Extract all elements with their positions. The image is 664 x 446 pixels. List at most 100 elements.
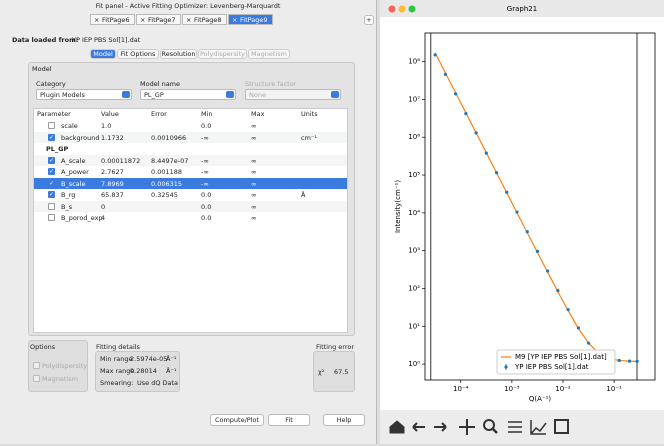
data-point [474,131,478,135]
cell-value: 2.7627 [101,168,124,176]
model-combo[interactable]: PL_GP [140,89,236,100]
subtab[interactable]: Model [90,49,116,59]
cell-error: 8.4497e-07 [151,156,189,165]
pan-icon[interactable] [459,419,475,435]
checkbox[interactable] [48,122,55,129]
cell-name: B_s [61,202,73,211]
checkbox[interactable]: ✓ [48,133,55,141]
cell-min: 0.0 [201,122,212,130]
y-tick-label: 10⁵ [408,171,420,179]
data-point [546,269,550,273]
tab-close: × [94,16,100,24]
column-header: Parameter [37,110,71,118]
add-tab[interactable]: + [364,15,374,25]
tab[interactable]: × FitPage8 [182,14,227,25]
data-point [566,308,570,312]
checkbox[interactable] [48,214,55,221]
cell-max: ∞ [251,122,257,130]
close[interactable] [388,5,396,13]
cell-value: 1.0 [101,122,112,130]
legend-swatch [504,365,508,369]
param-table: Parameter Value Error Min Max Units scale 1.0 0.… [33,108,348,333]
y-tick-label: 10³ [408,247,420,255]
home-icon[interactable] [389,420,405,434]
cell-min: -∞ [201,168,209,176]
subtab[interactable]: Fit Options [117,49,159,59]
cell-error: 0.001188 [151,168,183,176]
data-point [535,249,540,254]
cell-name: B_porod_exp [61,214,103,222]
options-title: Options [30,343,56,351]
help-button[interactable]: Help [323,414,365,426]
x-tick-label: 10⁻¹ [606,385,622,393]
fit-panel: Fit panel - Active Fitting Optimizer: Le… [0,0,377,444]
y-tick-label: 10¹ [408,322,420,330]
tab-label: FitPage9 [240,16,268,24]
legend-label: YP IEP PBS Sol[1].dat [514,363,589,371]
forward-icon[interactable] [434,422,447,432]
column-header: Max [251,110,265,118]
cell-min: -∞ [201,156,209,165]
group-title: Model [32,65,52,73]
zoom[interactable] [408,5,416,13]
checkbox[interactable]: ✓ [48,156,55,164]
unit: Å⁻¹ [166,355,177,363]
toolbar-icons[interactable] [389,419,569,435]
cell-min: 0.0 [201,202,212,211]
checkbox[interactable]: ✓ [48,179,55,187]
data-point [443,72,447,76]
checkbox[interactable]: ✓ [48,168,55,175]
graph-title: Graph21 [507,5,537,13]
table-row: ✓ background 1.1732 0.0010966 -∞ ∞ cm⁻¹ [34,131,347,143]
tab[interactable]: × FitPage7 [136,14,181,25]
cell-max: ∞ [251,214,257,222]
table-row: B_porod_exp 4 0.0 ∞ [34,212,347,223]
data-point [627,359,632,363]
title-bar [380,0,664,17]
plot-area [424,32,656,381]
cell-name: A_power [61,168,89,176]
min-label: Min range [100,355,133,363]
save-icon[interactable] [554,419,569,434]
back-icon[interactable] [412,422,425,432]
fit-button[interactable]: Fit [268,414,310,426]
lines-icon[interactable] [530,420,547,435]
cell-value: 0 [101,202,106,211]
smearing-label: Smearing: [100,379,134,387]
category-combo[interactable]: Plugin Models [36,89,132,100]
cell-min: -∞ [201,179,209,188]
checkbox[interactable] [48,202,55,210]
error-box [313,351,355,392]
y-tick-label: 10⁷ [408,95,420,103]
data-point [576,326,580,330]
cell-min: 0.0 [201,214,212,222]
chi-value: 67.5 [334,368,349,376]
table-row: ✓ A_power 2.7627 0.001188 -∞ ∞ [34,166,347,177]
tab[interactable]: × FitPage9 [228,14,273,25]
cell-name: A_scale [61,156,86,165]
column-header: Units [301,110,318,118]
cell-max: ∞ [251,133,257,142]
compute-button[interactable]: Compute/Plot [210,414,264,426]
subtab[interactable]: Resolution [160,49,197,59]
data-point [525,230,529,234]
column-header: Value [101,110,119,118]
data-point [433,53,437,57]
subtab: Polydispersity [198,49,247,59]
data-point [484,151,488,155]
data-point [586,341,591,345]
minimize[interactable] [398,5,406,13]
data-point [494,171,499,175]
tab-label: FitPage6 [102,16,130,24]
cell-value: 65.837 [101,191,124,199]
max-value: 0.28014 [130,367,157,375]
tab[interactable]: × FitPage6 [90,14,135,25]
y-tick-label: 10² [408,284,420,292]
cell-name: B_rg [61,191,76,199]
data-label: Data loaded from: [12,36,79,44]
graph-window: Graph21 10⁻⁴ 10⁻³ 10⁻² 10⁻¹ 10⁰ 10¹ 10² 10³ 10⁴ 1… [380,0,664,444]
error-title: Fitting error [316,343,355,351]
checkbox[interactable]: ✓ [48,191,55,198]
zoom-icon[interactable] [483,419,495,431]
config-icon[interactable] [508,421,522,433]
